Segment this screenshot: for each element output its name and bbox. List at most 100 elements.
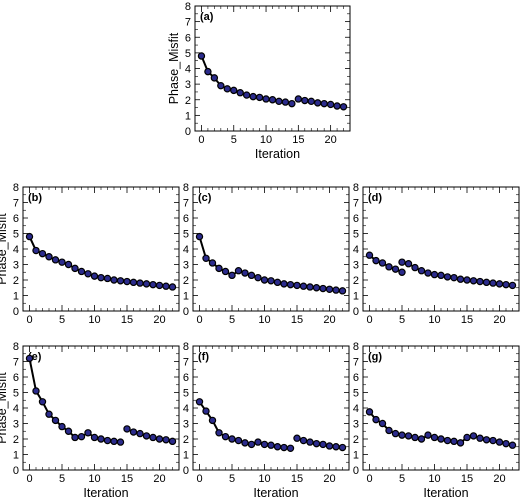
data-point [424,431,432,439]
data-point [25,354,34,363]
data-point [319,440,327,449]
y-tick-label: 7 [13,357,19,369]
data-point [456,439,465,447]
data-point [280,280,288,288]
data-point [90,272,99,280]
plot-frame [194,5,351,132]
data-point [411,263,419,272]
data-point [110,276,118,284]
data-point [136,429,144,438]
x-tick-label: 0 [26,314,32,326]
data-point [508,441,517,449]
data-point [103,274,112,283]
data-point [241,269,249,277]
y-tick-label: 3 [353,419,359,431]
data-point [469,277,478,285]
data-point [288,99,296,108]
data-point [228,271,236,280]
y-tick-label: 7 [353,198,359,210]
x-tick-label: 5 [59,314,65,326]
data-point [450,437,458,446]
y-tick-label: 0 [353,465,359,477]
data-point [234,436,243,445]
data-point [312,284,321,292]
y-tick-label: 4 [185,64,191,76]
data-point [223,85,231,93]
x-tick-label: 0 [196,473,202,485]
x-axis-title: Iteration [423,486,468,497]
data-point [482,278,491,287]
x-tick-label: 10 [88,314,100,326]
data-point [417,267,426,275]
y-tick-label: 1 [353,291,359,303]
y-tick-label: 3 [183,419,189,431]
data-point [32,387,40,395]
data-point [217,81,225,90]
y-tick-label: 4 [13,403,19,415]
data-point [404,260,413,268]
x-tick-label: 15 [291,473,303,485]
data-point [241,439,249,447]
data-point [162,436,170,444]
y-tick-label: 0 [183,306,189,318]
data-point [319,284,327,293]
data-point [97,273,105,282]
y-tick-label: 0 [13,306,19,318]
x-tick-label: 10 [260,134,272,146]
x-axis-title: Iteration [255,147,300,161]
data-point [437,271,445,280]
data-point [84,270,92,278]
y-tick-label: 7 [13,198,19,210]
y-tick-label: 3 [13,260,19,272]
data-point [281,98,290,106]
x-tick-label: 15 [121,314,133,326]
x-tick-label: 20 [153,473,165,485]
data-point [450,273,458,282]
y-tick-label: 0 [13,465,19,477]
data-point [195,232,204,241]
data-point [320,99,328,108]
plot-frame [362,186,520,312]
y-tick-label: 0 [353,306,359,318]
y-axis-title: Phase_Misfit [0,372,9,444]
data-point [489,279,497,287]
x-tick-label: 15 [461,473,473,485]
data-point [230,86,238,95]
data-point [372,256,380,265]
x-tick-label: 20 [153,314,165,326]
data-point [378,419,387,428]
y-tick-label: 6 [183,372,189,384]
data-point [482,436,491,444]
panel-label: (b) [28,192,42,204]
panel-label: (a) [200,11,214,23]
data-point [260,276,269,284]
data-point [268,96,277,104]
data-point [97,435,105,443]
data-point [71,264,79,273]
data-point [247,440,256,449]
y-tick-label: 2 [353,275,359,287]
data-point [202,407,210,415]
y-tick-label: 4 [183,403,189,415]
data-point [365,251,374,259]
y-tick-label: 5 [183,388,189,400]
x-tick-label: 5 [231,134,237,146]
y-tick-label: 6 [353,372,359,384]
data-point [476,434,484,442]
y-tick-label: 2 [13,434,19,446]
y-tick-label: 6 [353,213,359,225]
data-point [123,425,131,433]
data-point [286,444,295,452]
data-point [254,438,262,446]
y-tick-label: 8 [353,341,359,353]
data-point [228,435,236,443]
data-point [301,96,309,105]
data-point [195,398,204,406]
y-tick-label: 5 [13,229,19,241]
data-point [306,283,314,291]
data-point [391,429,400,438]
y-tick-label: 6 [13,372,19,384]
y-tick-label: 1 [185,110,191,122]
